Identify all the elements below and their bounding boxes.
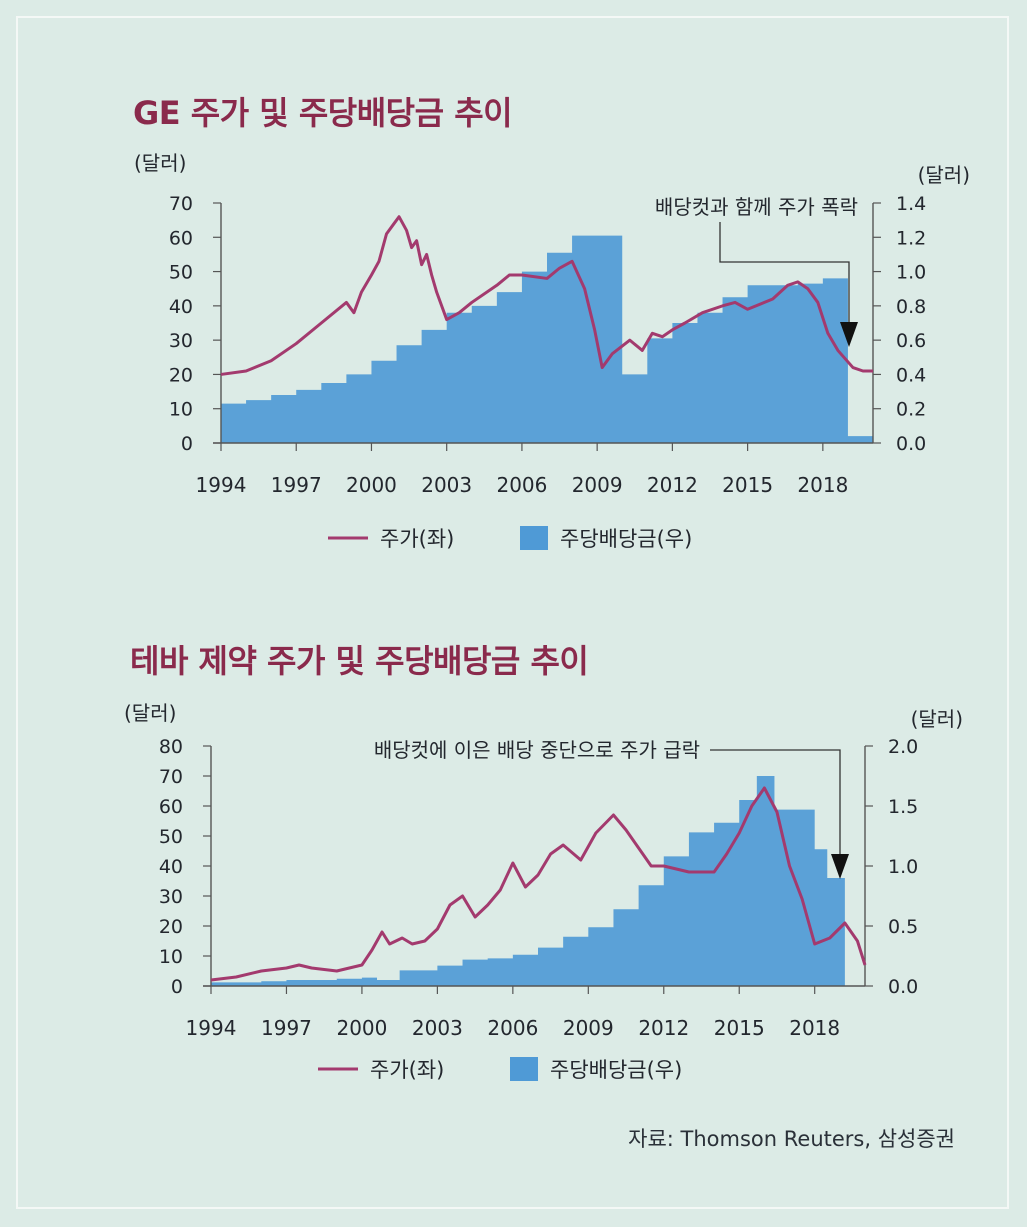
chart1-left-tick-label: 10 (169, 399, 193, 421)
chart1-left-tick-label: 70 (169, 193, 193, 215)
chart2-right-tick-label: 2.0 (888, 736, 918, 758)
chart2-x-tick-label: 1997 (261, 1016, 312, 1040)
chart1-right-tick-label: 0.6 (896, 330, 926, 352)
chart1-title: GE 주가 및 주당배당금 추이 (133, 94, 513, 132)
chart1-x-tick-label: 1994 (196, 473, 247, 497)
chart1-left-tick-label: 30 (169, 330, 193, 352)
chart2-legend-dividend-swatch (510, 1057, 538, 1081)
chart1-x-tick-label: 2009 (572, 473, 623, 497)
chart1-x-tick-label: 2003 (421, 473, 472, 497)
chart1-legend-dividend-swatch (520, 526, 548, 550)
chart1-right-tick-label: 1.4 (896, 193, 926, 215)
chart1-x-tick-label: 2015 (722, 473, 773, 497)
chart2-left-tick-label: 20 (159, 916, 183, 938)
chart1-x-tick-label: 2000 (346, 473, 397, 497)
chart2-x-tick-label: 1994 (186, 1016, 237, 1040)
chart1-legend-price-label: 주가(좌) (380, 527, 454, 551)
chart2-x-tick-label: 2018 (789, 1016, 840, 1040)
chart1-price-line (220, 215, 873, 376)
chart1-right-tick-label: 0.8 (896, 296, 926, 318)
chart1-x-tick-label: 2018 (797, 473, 848, 497)
chart2-legend-dividend-label: 주당배당금(우) (550, 1058, 682, 1082)
chart1-left-unit: (달러) (134, 151, 186, 175)
chart2-right-tick-label: 0.0 (888, 976, 918, 998)
chart1-right-tick-label: 1.0 (896, 262, 926, 284)
chart2-left-tick-label: 50 (159, 826, 183, 848)
chart2-annotation-arrow (831, 854, 849, 879)
chart2-annotation-leader (710, 749, 841, 856)
chart2-left-tick-label: 80 (159, 736, 183, 758)
chart2-price-line (210, 786, 867, 982)
chart1-left-tick-label: 20 (169, 364, 193, 386)
page-frame (16, 16, 1009, 1209)
chart1-right-tick-label: 0.2 (896, 399, 926, 421)
chart1-x-tick-label: 1997 (271, 473, 322, 497)
chart2-x-tick-label: 2012 (638, 1016, 689, 1040)
chart1-x-tick-label: 2006 (496, 473, 547, 497)
chart2-left-tick-label: 10 (159, 946, 183, 968)
chart2-left-tick-label: 0 (171, 976, 183, 998)
chart2-dividend-area (211, 776, 848, 986)
chart1-right-tick-label: 0.4 (896, 364, 926, 386)
chart1-annotation-leader (719, 222, 850, 322)
chart2-x-tick-label: 2006 (487, 1016, 538, 1040)
chart2-x-tick-label: 2000 (336, 1016, 387, 1040)
chart2-left-tick-label: 60 (159, 796, 183, 818)
chart1-left-tick-label: 60 (169, 227, 193, 249)
chart1-annotation-arrow (840, 322, 858, 347)
chart1-left-tick-label: 40 (169, 296, 193, 318)
chart1-dividend-area (221, 235, 873, 443)
chart1-annotation: 배당컷과 함께 주가 폭락 (655, 195, 858, 219)
source-note: 자료: Thomson Reuters, 삼성증권 (628, 1127, 955, 1151)
chart2-title: 테바 제약 주가 및 주당배당금 추이 (130, 642, 589, 680)
chart1-right-unit: (달러) (918, 163, 970, 187)
chart2-right-unit: (달러) (911, 707, 963, 731)
chart1-right-tick-label: 1.2 (896, 227, 926, 249)
chart2-right-tick-label: 1.0 (888, 856, 918, 878)
chart2-left-tick-label: 70 (159, 766, 183, 788)
chart1-right-tick-label: 0.0 (896, 433, 926, 455)
chart1-left-tick-label: 50 (169, 262, 193, 284)
chart2-x-tick-label: 2015 (714, 1016, 765, 1040)
chart2-left-tick-label: 40 (159, 856, 183, 878)
chart1-x-tick-label: 2012 (647, 473, 698, 497)
chart2-left-tick-label: 30 (159, 886, 183, 908)
chart1-legend-dividend-label: 주당배당금(우) (560, 527, 692, 551)
chart2-annotation: 배당컷에 이은 배당 중단으로 주가 급락 (374, 738, 700, 762)
chart2-right-tick-label: 0.5 (888, 916, 918, 938)
chart2-left-unit: (달러) (124, 701, 176, 725)
chart2-x-tick-label: 2009 (563, 1016, 614, 1040)
chart2-x-tick-label: 2003 (412, 1016, 463, 1040)
chart2-legend-price-label: 주가(좌) (370, 1058, 444, 1082)
chart1-left-tick-label: 0 (181, 433, 193, 455)
chart2-right-tick-label: 1.5 (888, 796, 918, 818)
